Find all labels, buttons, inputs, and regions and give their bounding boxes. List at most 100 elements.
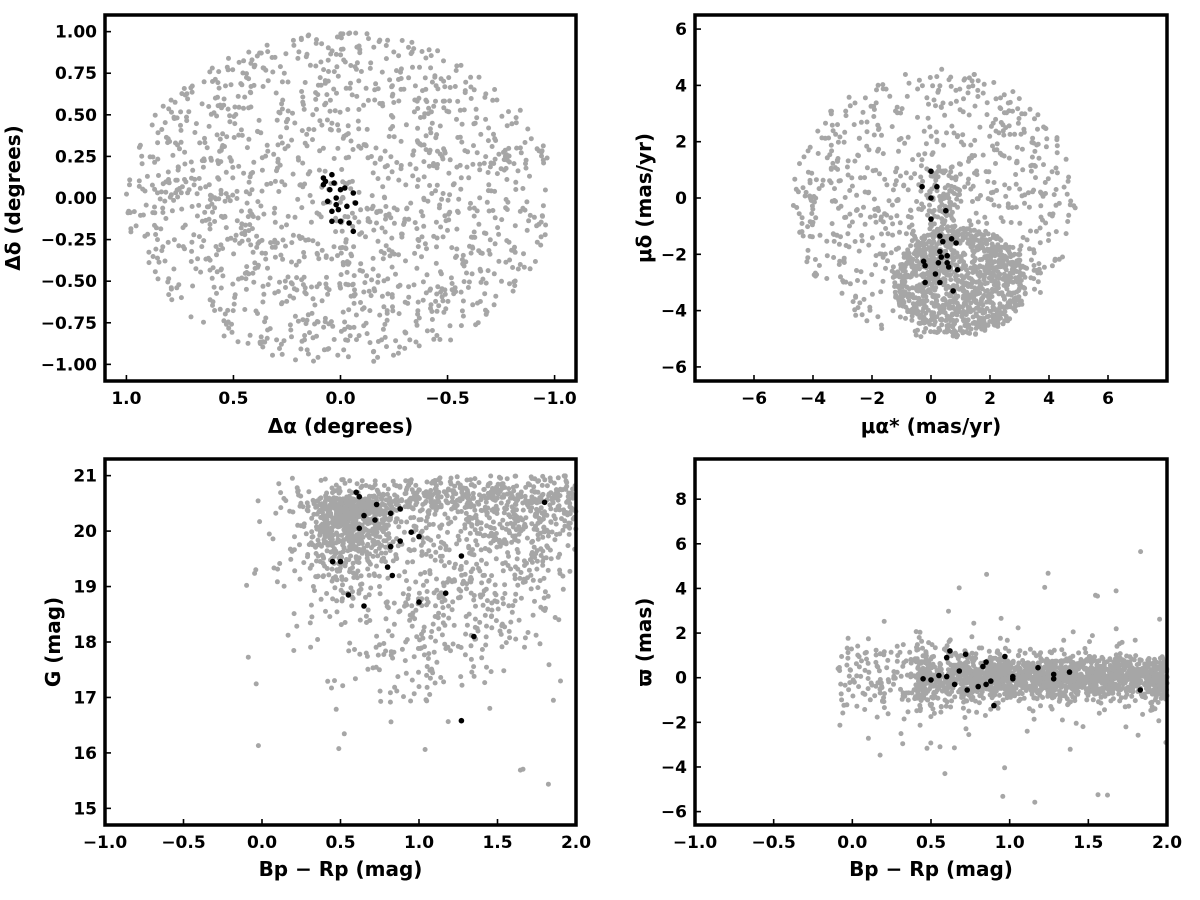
field-star-point: [414, 322, 420, 328]
field-star-point: [196, 176, 202, 181]
field-star-point: [426, 163, 432, 169]
field-star-point: [362, 280, 368, 286]
field-star-point: [980, 302, 986, 308]
field-star-point: [828, 142, 834, 148]
field-star-point: [379, 517, 385, 523]
field-star-point: [1037, 290, 1043, 295]
field-star-point: [800, 185, 806, 191]
field-star-point: [385, 276, 391, 282]
field-star-point: [866, 242, 872, 248]
field-star-point: [239, 208, 244, 214]
field-star-point: [278, 134, 284, 140]
field-star-point: [411, 654, 417, 660]
field-star-point: [464, 477, 470, 483]
field-star-point: [1001, 132, 1007, 138]
field-star-point: [226, 55, 231, 61]
field-star-point: [246, 237, 251, 243]
field-star-point: [351, 324, 357, 330]
field-star-point: [470, 490, 476, 496]
field-star-point: [324, 274, 329, 280]
field-star-point: [428, 130, 434, 136]
field-star-point: [206, 123, 212, 129]
field-star-point: [399, 646, 405, 652]
field-star-point: [319, 122, 325, 128]
field-star-point: [458, 62, 464, 68]
field-star-point: [357, 651, 363, 657]
field-star-point: [446, 170, 452, 176]
field-star-point: [411, 148, 417, 154]
field-star-point: [1032, 116, 1037, 122]
field-star-point: [307, 62, 313, 68]
field-star-point: [984, 100, 990, 106]
field-star-point: [258, 334, 264, 340]
field-star-point: [845, 158, 851, 164]
field-star-point: [275, 289, 281, 294]
field-star-point: [538, 495, 544, 501]
field-star-point: [476, 248, 482, 254]
field-star-point: [264, 181, 270, 187]
field-star-point: [874, 87, 879, 93]
field-star-point: [350, 281, 356, 287]
field-star-point: [931, 279, 937, 285]
field-star-point: [909, 222, 915, 228]
field-star-point: [236, 163, 242, 169]
field-star-point: [452, 84, 458, 89]
field-star-point: [852, 158, 858, 164]
field-star-point: [534, 223, 540, 229]
field-star-point: [310, 199, 316, 205]
field-star-point: [812, 257, 818, 262]
field-star-point: [973, 331, 979, 337]
field-star-point: [947, 199, 953, 205]
field-star-point: [168, 285, 174, 291]
field-star-point: [985, 179, 991, 184]
field-star-point: [436, 303, 442, 309]
field-star-point: [504, 207, 510, 212]
field-star-point: [898, 173, 903, 179]
field-star-point: [291, 611, 297, 617]
field-star-point: [491, 161, 497, 166]
field-star-point: [937, 194, 943, 199]
field-star-point: [290, 37, 296, 43]
field-star-point: [878, 289, 884, 295]
y-tick-label: 1.00: [55, 23, 97, 43]
field-star-point: [214, 132, 220, 138]
field-star-point: [375, 273, 381, 279]
field-star-point: [404, 206, 410, 212]
field-star-point: [1017, 186, 1023, 192]
field-star-point: [797, 161, 802, 167]
field-star-point: [396, 53, 402, 59]
field-star-point: [253, 308, 259, 314]
field-star-point: [271, 151, 277, 157]
field-star-point: [817, 232, 823, 238]
field-star-point: [204, 204, 210, 210]
field-star-point: [396, 524, 402, 530]
field-star-point: [194, 213, 200, 219]
field-star-point: [483, 634, 489, 640]
field-star-point: [558, 678, 563, 684]
field-star-point: [905, 251, 911, 257]
field-star-point: [189, 248, 195, 254]
field-star-point: [892, 289, 898, 295]
field-star-point: [396, 98, 402, 104]
field-star-point: [953, 87, 959, 93]
field-star-point: [313, 519, 319, 525]
field-star-point: [310, 112, 316, 118]
field-star-point: [267, 275, 273, 281]
field-star-point: [289, 259, 294, 265]
field-star-point: [926, 239, 932, 245]
field-star-point: [233, 232, 239, 238]
field-star-point: [340, 590, 346, 596]
field-star-point: [349, 509, 355, 515]
field-star-point: [433, 188, 438, 194]
field-star-point: [964, 226, 970, 232]
field-star-point: [376, 521, 382, 527]
field-star-point: [495, 225, 501, 231]
field-star-point: [358, 207, 364, 213]
field-star-point: [315, 637, 321, 642]
field-star-point: [255, 262, 261, 268]
field-star-point: [328, 127, 334, 133]
field-star-point: [477, 167, 483, 173]
field-star-point: [353, 312, 359, 318]
field-star-point: [1010, 259, 1015, 265]
field-star-point: [385, 486, 391, 492]
